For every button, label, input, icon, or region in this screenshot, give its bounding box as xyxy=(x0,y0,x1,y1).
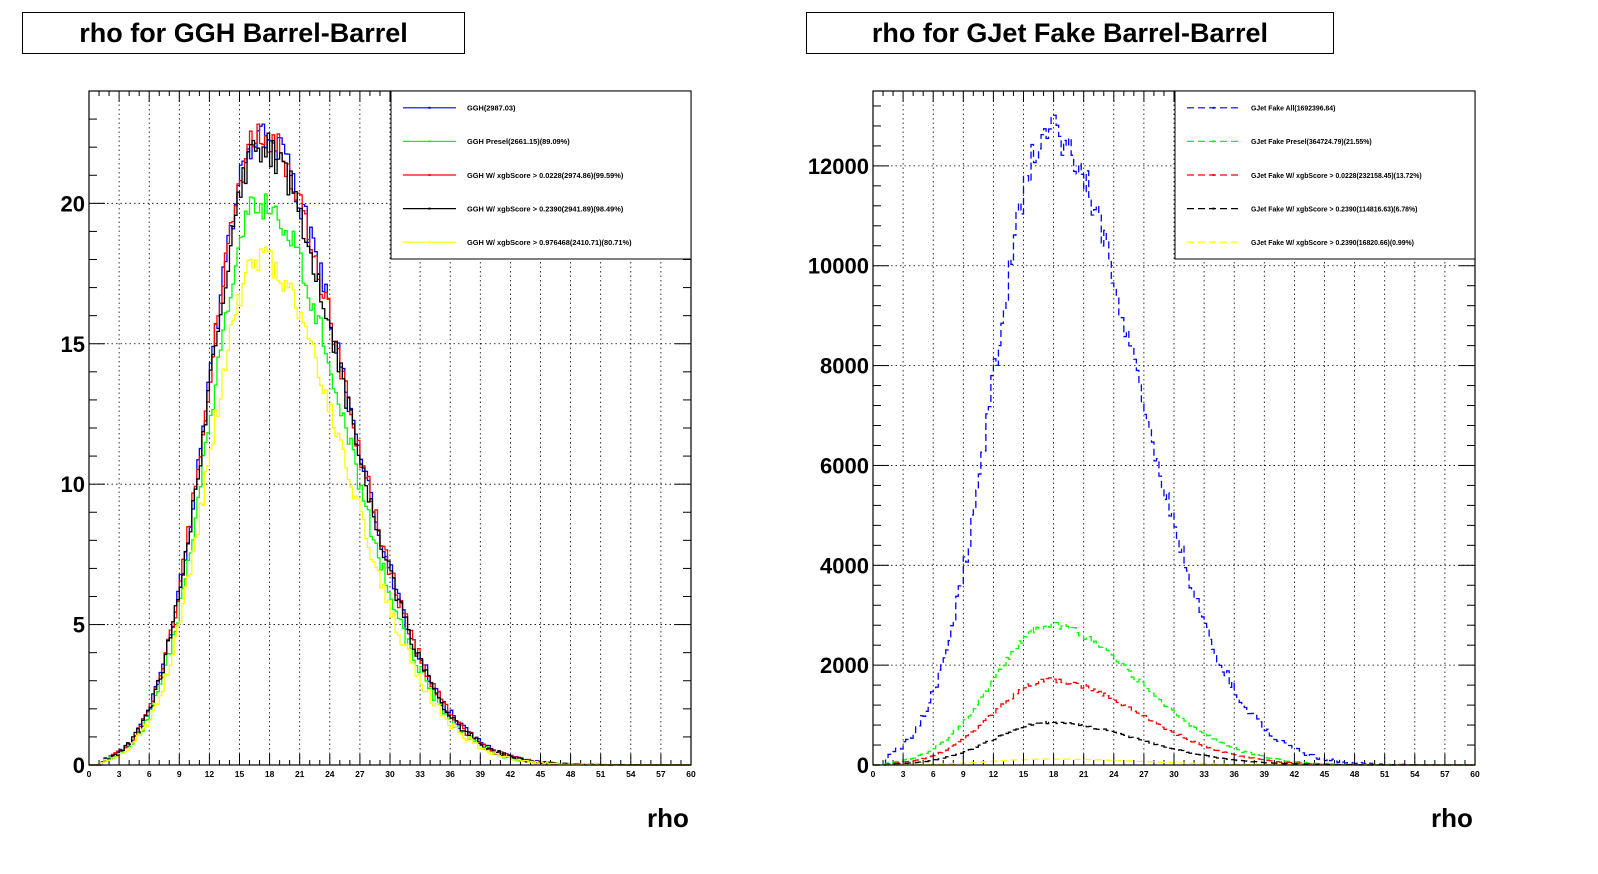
x-tick-label: 36 xyxy=(1229,769,1239,779)
legend-entry: GGH(2987.03) xyxy=(467,104,516,113)
gjet-chart-panel: rho for GJet Fake Barrel-Barrel 0 3 6 9 12 15… xyxy=(799,0,1598,874)
legend-marker xyxy=(428,140,431,143)
x-tick-label: 3 xyxy=(901,769,906,779)
legend-marker xyxy=(1212,174,1215,176)
grid xyxy=(89,91,691,765)
legend: GGH(2987.03) GGH Presel(2661.15)(89.09%) G… xyxy=(390,90,692,260)
y-ticks: 0 2000 4000 6000 8000 10000 12000 xyxy=(808,154,1475,778)
y-tick-label: 0 xyxy=(73,753,85,778)
x-tick-label: 54 xyxy=(1410,769,1420,779)
grid xyxy=(873,91,1475,765)
x-tick-label: 57 xyxy=(656,769,666,779)
y-tick-label: 10 xyxy=(61,472,85,497)
legend-entry: GJet Fake W/ xgbScore > 0.2390(114816.63… xyxy=(1251,206,1417,213)
x-tick-label: 0 xyxy=(87,769,92,779)
legend-marker xyxy=(428,174,431,176)
legend-marker xyxy=(428,207,431,210)
x-tick-label: 9 xyxy=(961,769,966,779)
legend-entry: GJet Fake W/ xgbScore > 0.2390(16820.66)… xyxy=(1251,240,1414,247)
legend-marker xyxy=(1212,207,1215,210)
legend-entry: GGH W/ xgbScore > 0.976468(2410.71)(80.7… xyxy=(467,238,632,247)
x-tick-label: 18 xyxy=(1049,769,1059,779)
gjet-chart-svg: 0 3 6 9 12 15 18 21 24 27 30 33 36 39 42 45 48 51 54 57 6002… xyxy=(808,90,1480,779)
x-tick-label: 12 xyxy=(205,769,215,779)
x-tick-label: 36 xyxy=(445,769,455,779)
x-tick-label: 39 xyxy=(476,769,486,779)
x-tick-label: 51 xyxy=(1380,769,1390,779)
x-tick-label: 24 xyxy=(1109,769,1119,779)
ggh-chart-svg: 0 3 6 9 12 15 18 21 24 27 30 33 36 39 42 45 48 51 54 57 6005… xyxy=(61,90,696,779)
x-tick-label: 45 xyxy=(1320,769,1330,779)
legend-marker xyxy=(1212,106,1215,109)
y-tick-label: 2000 xyxy=(820,653,869,678)
x-tick-label: 6 xyxy=(931,769,936,779)
x-tick-label: 51 xyxy=(596,769,606,779)
legend-entry: GJet Fake Presel(364724.79)(21.55%) xyxy=(1251,139,1372,146)
series-line xyxy=(873,114,1475,766)
y-tick-label: 20 xyxy=(61,191,85,216)
x-tick-label: 6 xyxy=(147,769,152,779)
legend-marker xyxy=(428,106,431,109)
x-tick-label: 21 xyxy=(1079,769,1089,779)
legend-entry: GGH Presel(2661.15)(89.09%) xyxy=(467,137,570,146)
series-line xyxy=(873,621,1475,766)
x-tick-label: 30 xyxy=(385,769,395,779)
x-tick-label: 3 xyxy=(117,769,122,779)
x-tick-label: 42 xyxy=(1290,769,1300,779)
legend-marker xyxy=(428,241,431,244)
x-tick-label: 42 xyxy=(506,769,516,779)
legend-entry: GGH W/ xgbScore > 0.2390(2941.89)(98.49%… xyxy=(467,204,624,213)
chart-title: rho for GJet Fake Barrel-Barrel xyxy=(806,12,1334,54)
x-tick-label: 60 xyxy=(686,769,696,779)
x-tick-label: 0 xyxy=(871,769,876,779)
legend-entry: GJet Fake W/ xgbScore > 0.0228(232158.45… xyxy=(1251,173,1422,180)
x-tick-label: 57 xyxy=(1440,769,1450,779)
x-tick-label: 60 xyxy=(1470,769,1480,779)
legend-entry: GJet Fake All(1692396.84) xyxy=(1251,106,1335,113)
y-tick-label: 8000 xyxy=(820,354,869,379)
x-tick-label: 30 xyxy=(1169,769,1179,779)
x-ticks: 0 3 6 9 12 15 18 21 24 27 30 33 36 39 42 45 48 51 54 57 60 xyxy=(87,91,696,779)
y-tick-label: 4000 xyxy=(820,553,869,578)
legend-marker xyxy=(1212,140,1215,143)
x-tick-label: 15 xyxy=(235,769,245,779)
x-tick-label: 12 xyxy=(989,769,999,779)
x-tick-label: 27 xyxy=(1139,769,1149,779)
x-axis-label: rho xyxy=(647,803,689,833)
x-axis-label: rho xyxy=(1431,803,1473,833)
x-tick-label: 21 xyxy=(295,769,305,779)
y-tick-label: 10000 xyxy=(808,254,869,279)
y-tick-label: 15 xyxy=(61,332,85,357)
ggh-chart-panel: rho for GGH Barrel-Barrel 0 3 6 9 12 15 18 21 24… xyxy=(22,12,696,833)
legend: GJet Fake All(1692396.84) GJet Fake Prese… xyxy=(1174,90,1476,260)
y-tick-label: 12000 xyxy=(808,154,869,179)
x-tick-label: 48 xyxy=(566,769,576,779)
x-tick-label: 15 xyxy=(1019,769,1029,779)
x-tick-label: 24 xyxy=(325,769,335,779)
legend-marker xyxy=(1212,241,1215,244)
y-tick-label: 5 xyxy=(73,613,85,638)
legend-entry: GGH W/ xgbScore > 0.0228(2974.86)(99.59%… xyxy=(467,171,624,180)
x-tick-label: 48 xyxy=(1350,769,1360,779)
chart-title: rho for GGH Barrel-Barrel xyxy=(22,12,465,54)
x-tick-label: 39 xyxy=(1260,769,1270,779)
x-tick-label: 45 xyxy=(536,769,546,779)
y-tick-label: 6000 xyxy=(820,453,869,478)
x-tick-label: 18 xyxy=(265,769,275,779)
x-tick-label: 27 xyxy=(355,769,365,779)
x-tick-label: 9 xyxy=(177,769,182,779)
x-tick-label: 54 xyxy=(626,769,636,779)
x-tick-label: 33 xyxy=(415,769,425,779)
y-tick-label: 0 xyxy=(857,753,869,778)
x-tick-label: 33 xyxy=(1199,769,1209,779)
